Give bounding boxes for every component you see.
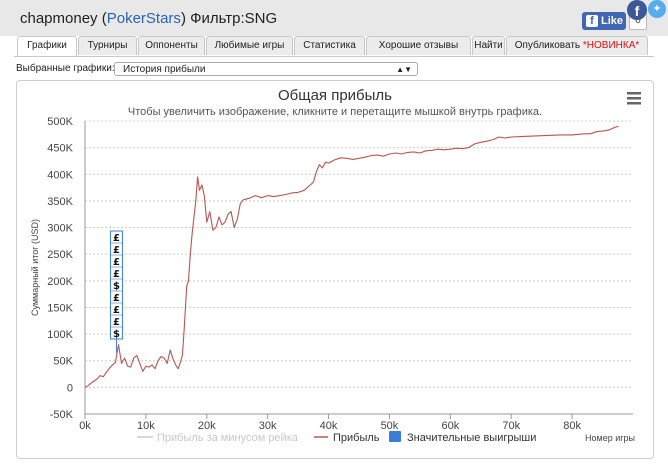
chart-title: Общая прибыль [278,87,392,104]
tab-3[interactable]: Оппоненты [138,36,205,55]
big-win-marker: £ [113,233,120,244]
big-win-marker: £ [113,257,120,268]
big-win-marker: £ [113,317,120,328]
tab-6[interactable]: Хорошие отзывы [366,36,471,55]
select-arrows-icon: ▲▼ [396,65,412,74]
tab-label: Любимые игры [214,40,285,51]
chart-panel: Общая прибыль Чтобы увеличить изображение… [16,80,654,459]
page-title: chapmoney (PokerStars) Фильтр:SNG [20,10,278,27]
big-win-marker: £ [113,305,120,316]
legend-minus-rake-label: Прибыль за минусом рейка [157,432,299,444]
y-tick-label: 0 [67,382,73,394]
x-tick-label: 60k [441,420,459,432]
tab-label: Графики [27,40,67,51]
y-tick-label: 250K [47,249,73,261]
graph-select[interactable]: История прибыли ▲▼ [114,62,418,76]
big-win-marker: £ [113,269,120,280]
x-tick-label: 40k [320,420,338,432]
tabs-divider [14,56,654,57]
tab-label: Турниры [87,40,128,51]
network-link[interactable]: PokerStars [106,10,181,27]
tab-label: Оппоненты [145,40,198,51]
y-tick-label: 150K [47,302,73,314]
big-win-marker: $ [113,281,120,292]
legend-big-wins-swatch [389,431,401,442]
graph-select-label: Выбранные графики: [16,63,115,74]
big-win-marker: $ [113,329,120,340]
tab-5[interactable]: Статистика [294,36,365,55]
x-tick-label: 80k [563,420,581,432]
x-tick-label: 30k [259,420,277,432]
big-win-marker: £ [113,245,120,256]
y-tick-label: 100K [47,329,73,341]
tab-label: Опубликовать [514,40,581,51]
page-header: chapmoney (PokerStars) Фильтр:SNG f Like … [0,0,668,36]
y-tick-label: 300K [47,223,73,235]
facebook-like-button[interactable]: f Like [582,12,626,30]
big-win-marker: £ [113,293,120,304]
legend-big-wins-label: Значительные выигрыши [407,432,536,444]
chart-menu-icon[interactable] [627,92,641,105]
x-tick-label: 70k [502,420,520,432]
x-axis-title: Номер игры [585,433,635,443]
profit-chart[interactable]: Общая прибыль Чтобы увеличить изображение… [17,81,653,458]
facebook-like-label: Like [601,15,624,27]
tab-8[interactable]: Опубликовать *НОВИНКА* [506,36,648,55]
y-tick-label: 500K [47,116,73,128]
facebook-icon: f [586,15,598,27]
y-tick-label: 350K [47,196,73,208]
graph-select-value: История прибыли [123,64,206,75]
legend-profit-label: Прибыль [333,432,380,444]
chart-subtitle: Чтобы увеличить изображение, кликните и … [128,106,542,118]
tab-label: Статистика [303,40,356,51]
y-tick-label: 450K [47,143,73,155]
filter-label: Фильтр:SNG [190,10,278,27]
y-tick-label: -50K [50,409,74,421]
x-tick-label: 0k [79,420,91,432]
x-tick-label: 20k [198,420,216,432]
y-tick-label: 400K [47,169,73,181]
y-tick-label: 50K [53,356,73,368]
y-axis-title: Суммарный итог (USD) [30,219,40,316]
tab-1[interactable]: Графики [17,36,77,56]
twitter-share-icon[interactable]: ✦ [648,0,666,18]
x-tick-label: 50k [381,420,399,432]
tab-new-badge: *НОВИНКА* [580,40,640,51]
profit-series-line [84,125,619,388]
facebook-share-icon[interactable]: f [627,0,647,20]
tab-7[interactable]: Найти [472,36,505,55]
user-name: chapmoney [20,10,98,27]
tab-2[interactable]: Турниры [78,36,137,55]
y-tick-label: 200K [47,276,73,288]
tab-label: Хорошие отзывы [378,40,459,51]
tab-label: Найти [474,40,503,51]
tab-4[interactable]: Любимые игры [206,36,293,55]
x-tick-label: 10k [137,420,155,432]
